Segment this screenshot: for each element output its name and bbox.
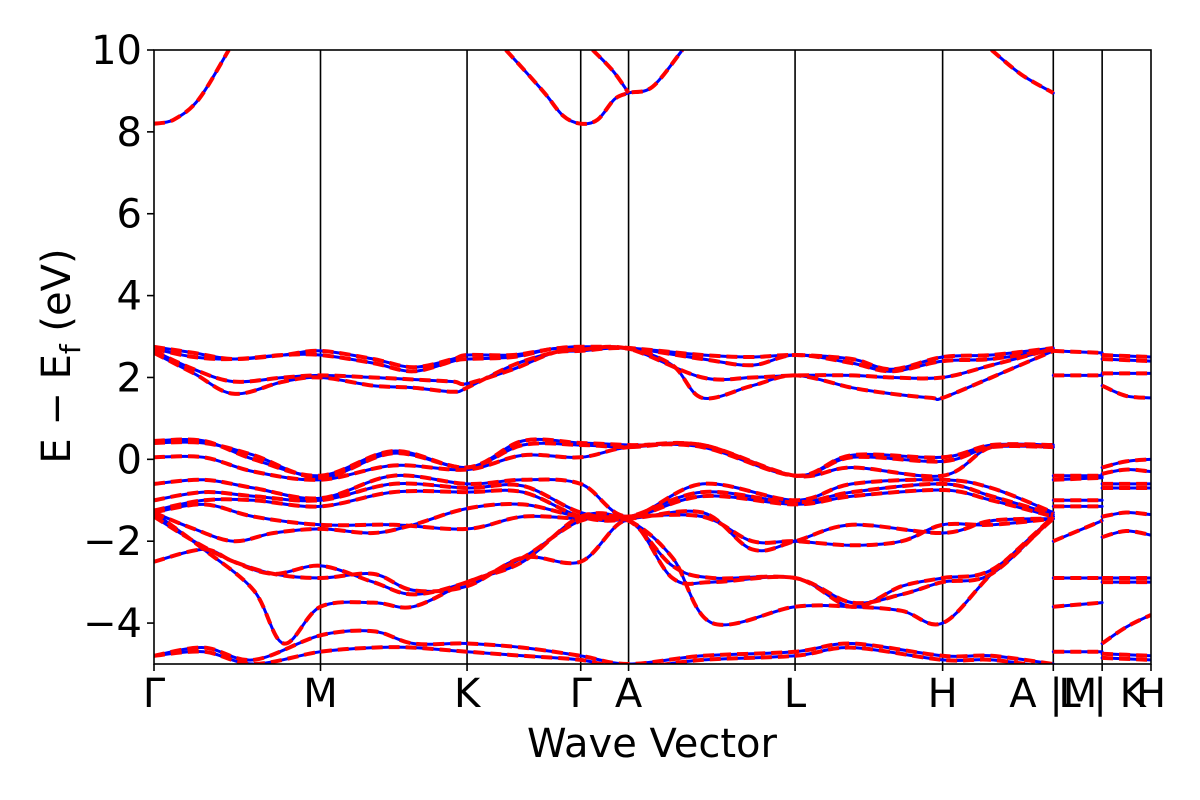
comparison-band-39 [1101,510,1151,519]
comparison-band-31 [1052,518,1103,544]
comparison-band-3 [990,50,1055,95]
y-axis-label-sub: f [54,343,87,354]
comparison-band-18 [154,481,1054,521]
kpoint-label: A [615,671,643,717]
y-tick-label: −2 [83,519,142,565]
plot-frame [153,49,1152,665]
comparison-band-33 [1053,600,1103,609]
kpoint-label: L [784,671,807,717]
comparison-band-15 [154,440,1054,480]
comparison-band-22 [154,510,1055,646]
y-tick-label: 0 [117,437,142,483]
y-tick-label: 2 [117,355,142,401]
kpoint-label: Γ [143,671,166,717]
comparison-band-8 [1053,348,1103,355]
comparison-band-21 [154,501,1054,548]
kpoint-label: M [303,671,338,717]
y-axis-label-unit: (eV) [34,248,80,344]
kpoint-label: H [928,671,958,717]
comparison-band-25 [154,628,1054,664]
y-tick-label: 4 [117,274,142,320]
comparison-band-13 [1101,383,1151,400]
comparison-band-11 [1102,357,1151,364]
x-axis-label: Wave Vector [527,721,778,767]
comparison-band-0 [154,50,231,126]
comparison-band-35 [1101,457,1151,470]
kpoint-label: K [454,671,482,717]
kpoint-label: A |M [1009,671,1097,717]
comparison-band-44 [1102,651,1151,658]
y-tick-label: 10 [91,28,142,74]
kpoint-label: L | K [1058,671,1147,717]
comparison-band-28 [1053,475,1103,482]
comparison-band-10 [1102,353,1151,359]
y-axis-ticks: −4 −2 0 2 4 6 8 10 [83,28,154,647]
comparison-band-36 [1101,467,1151,476]
comparison-band-40 [1101,528,1151,540]
comparison-band-5 [154,345,1054,374]
comparison-band-1 [504,50,684,126]
comparison-band-26 [154,645,1040,664]
y-tick-label: −4 [83,601,142,647]
kpoint-label: Γ [570,671,593,717]
y-axis-label-main: E − E [34,354,80,464]
comparison-band-45 [1102,655,1151,662]
comparison-band-7 [154,346,1055,402]
comparison-bands [154,50,1151,664]
y-tick-label: 8 [117,110,142,156]
comparison-band-16 [154,440,1054,482]
comparison-band-43 [1100,613,1151,646]
comparison-band-20 [154,502,1054,553]
y-axis-label: E − Ef (eV) [34,248,87,463]
comparison-band-6 [154,344,1054,387]
kpoint-label: H [1136,671,1166,717]
comparison-band-2 [591,50,631,95]
y-tick-label: 6 [117,192,142,238]
comparison-band-24 [154,517,1055,609]
comparison-band-17 [154,473,1055,519]
